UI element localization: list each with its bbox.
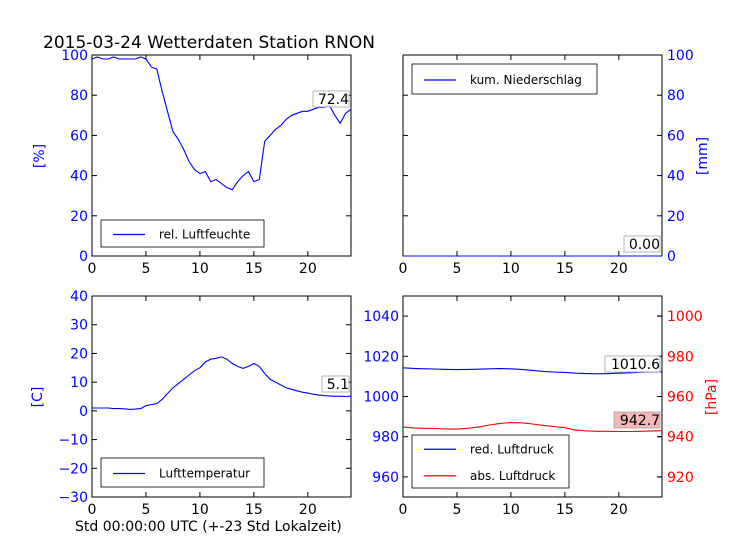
- y-tick-label: 980: [372, 430, 399, 446]
- y-tick-label: −10: [58, 433, 88, 449]
- y-right-tick-label: 920: [667, 470, 694, 486]
- y-tick-label: −20: [58, 461, 88, 477]
- y-right-tick-label: 980: [667, 349, 694, 365]
- legend-box: [411, 434, 570, 489]
- value-annotation-box: [613, 411, 661, 429]
- value-annotation: 0.00: [629, 237, 660, 253]
- x-tick-label: 20: [299, 261, 317, 277]
- y-tick-label: 80: [667, 88, 685, 104]
- x-tick-label: 20: [610, 502, 628, 518]
- y-tick-label: 100: [667, 48, 694, 64]
- y-axis-label: [hPa]: [704, 379, 720, 415]
- x-tick-label: 15: [245, 502, 263, 518]
- plot-frame: [91, 54, 352, 257]
- y-tick-label: 30: [70, 318, 88, 334]
- x-tick-label: 0: [399, 261, 408, 277]
- y-tick-label: 40: [667, 169, 685, 185]
- legend-label: rel. Luftfeuchte: [159, 228, 250, 242]
- x-tick-label: 5: [452, 502, 461, 518]
- figure-x-axis-label: Std 00:00:00 UTC (+-23 Std Lokalzeit): [75, 519, 342, 535]
- x-tick-label: 10: [191, 261, 209, 277]
- x-tick-label: 20: [299, 502, 317, 518]
- value-annotation: 942.7: [620, 413, 660, 429]
- x-tick-label: 0: [399, 502, 408, 518]
- y-axis-label: [mm]: [695, 137, 711, 175]
- y-right-tick-label: 1000: [667, 309, 703, 325]
- y-tick-label: 1040: [363, 309, 399, 325]
- y-tick-label: 40: [70, 289, 88, 305]
- value-annotation-box: [623, 235, 661, 253]
- value-annotation: 5.1: [327, 377, 349, 393]
- chart-panel-top-right: 0 5 10 15 20 0 20 40 60 80 100 [mm] 0.00 kum. Nieders…: [399, 48, 711, 277]
- x-tick-label: 5: [452, 261, 461, 277]
- x-tick-label: 5: [141, 502, 150, 518]
- value-annotation: 72.4: [318, 92, 349, 108]
- y-tick-label: 100: [61, 48, 88, 64]
- chart-panel-top-left: 0 5 10 15 20 0 20 40 60 80 100 [%] 72.4 rel. Luftfeuc…: [32, 48, 352, 277]
- legend-label: Lufttemperatur: [159, 467, 250, 481]
- legend-box: [100, 219, 265, 248]
- y-tick-label: 20: [70, 346, 88, 362]
- y-tick-label: 60: [70, 128, 88, 144]
- y-tick-label: 960: [372, 470, 399, 486]
- x-tick-label: 15: [245, 261, 263, 277]
- y-axis-label: [C]: [30, 387, 46, 408]
- x-tick-label: 5: [141, 261, 150, 277]
- y-tick-label: 20: [667, 209, 685, 225]
- y-axis-label: [%]: [32, 144, 48, 168]
- value-annotation-box: [312, 90, 350, 108]
- legend-label: red. Luftdruck: [470, 442, 554, 456]
- y-tick-label: 60: [667, 128, 685, 144]
- y-tick-label: 20: [70, 209, 88, 225]
- chart-panel-bottom-left: 0 5 10 15 20 −30 −20 −10 0 10 20 30 40 [C] 5.1 Lufttemp…: [30, 289, 352, 518]
- series-line-1: [402, 422, 663, 433]
- y-tick-label: 0: [79, 404, 88, 420]
- value-annotation-box: [321, 375, 350, 393]
- legend-label: kum. Niederschlag: [470, 73, 582, 87]
- legend-label: abs. Luftdruck: [470, 469, 555, 483]
- y-tick-label: 1000: [363, 390, 399, 406]
- x-tick-label: 10: [502, 261, 520, 277]
- figure-title: 2015-03-24 Wetterdaten Station RNON: [43, 33, 375, 53]
- value-annotation-box: [604, 355, 661, 373]
- y-tick-label: −30: [58, 490, 88, 506]
- x-tick-label: 10: [191, 502, 209, 518]
- legend-box: [100, 457, 265, 488]
- x-tick-label: 15: [556, 261, 574, 277]
- x-tick-label: 20: [610, 261, 628, 277]
- x-tick-label: 0: [88, 261, 97, 277]
- y-right-tick-label: 940: [667, 430, 694, 446]
- y-tick-label: 1020: [363, 349, 399, 365]
- y-tick-label: 10: [70, 375, 88, 391]
- value-annotation: 1010.6: [611, 357, 660, 373]
- y-tick-label: 0: [667, 249, 676, 265]
- y-tick-label: 0: [79, 249, 88, 265]
- series-line-0: [402, 367, 663, 375]
- y-tick-label: 40: [70, 169, 88, 185]
- series-line-0: [92, 356, 352, 410]
- chart-panel-bottom-right: 0 5 10 15 20 960 980 1000 1020 1040 920 940 960 980 10…: [363, 295, 720, 518]
- series-line-0: [91, 56, 352, 191]
- x-tick-label: 0: [88, 502, 97, 518]
- legend-box: [411, 63, 598, 95]
- x-tick-label: 10: [502, 502, 520, 518]
- y-tick-label: 80: [70, 88, 88, 104]
- x-tick-label: 15: [556, 502, 574, 518]
- y-right-tick-label: 960: [667, 390, 694, 406]
